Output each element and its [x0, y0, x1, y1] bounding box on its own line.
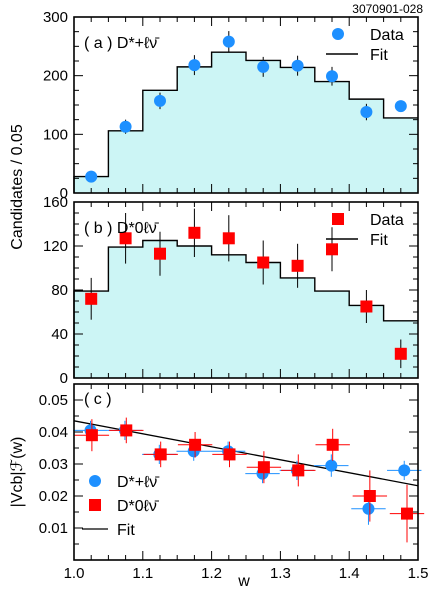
y-tick-label: 100: [43, 126, 68, 143]
data-point: [291, 259, 304, 272]
x-axis-title: w: [237, 573, 250, 590]
data-point: [223, 448, 236, 461]
x-tick-label: 1.2: [201, 565, 222, 582]
legend-data-marker: [332, 28, 344, 40]
shared-ylabel: Candidates / 0.05: [9, 124, 26, 250]
data-point: [257, 461, 270, 474]
legend-label: Fit: [117, 522, 135, 539]
legend-label: D*0ℓν̄: [117, 498, 160, 515]
data-point: [360, 300, 373, 313]
fit-histogram-fill: [74, 52, 418, 194]
x-tick-label: 1.1: [132, 565, 153, 582]
data-point: [120, 424, 133, 437]
data-point: [398, 464, 411, 477]
data-point: [85, 292, 98, 305]
data-point: [400, 507, 413, 520]
data-point: [154, 448, 167, 461]
x-tick-label: 1.3: [270, 565, 291, 582]
panel-label: ( b ) D*0ℓν̄: [84, 220, 160, 237]
data-point: [257, 256, 270, 269]
panel-a: 0 100 200 300 ( a ) D*+ℓν̄ Data Fit: [43, 9, 419, 202]
data-point: [394, 347, 407, 360]
panel-label: ( c ): [84, 391, 112, 408]
y-tick-label: 0: [60, 370, 68, 387]
legend-marker: [89, 499, 101, 511]
legend-fit-label: Fit: [370, 47, 388, 64]
y-axis-title: |Vcb|ℱ(w): [9, 437, 26, 508]
data-point: [188, 59, 201, 72]
x-tick-label: 1.0: [64, 565, 85, 582]
data-point: [362, 502, 375, 515]
data-point: [85, 170, 98, 183]
y-tick-label: 0.03: [39, 456, 68, 473]
panel-b: 0 40 80 120 160 ( b ) D*0ℓν̄ Data Fit: [43, 194, 419, 387]
legend-data-label: Data: [370, 27, 404, 44]
legend-fit-label: Fit: [370, 232, 388, 249]
y-tick-label: 300: [43, 9, 68, 26]
data-point: [154, 247, 166, 260]
legend-label: D*+ℓν̄: [117, 474, 160, 491]
data-point: [326, 438, 339, 451]
y-tick-label: 160: [43, 194, 68, 211]
y-tick-label: 120: [43, 238, 68, 255]
panel-c: 1.0 1.1 1.2 1.3 1.4 1.5 0.01 0.02 0.03 0.04 0.05 ( …: [9, 383, 429, 582]
y-tick-label: 0.05: [39, 392, 68, 409]
data-point: [188, 226, 201, 239]
data-point: [119, 120, 132, 133]
data-point: [326, 243, 338, 256]
figure-id-label: 3070901-028: [352, 2, 423, 16]
data-point: [326, 70, 338, 83]
y-tick-label: 80: [51, 282, 68, 299]
data-point: [85, 429, 98, 442]
y-tick-label: 0: [60, 185, 68, 202]
y-tick-label: 200: [43, 68, 68, 85]
data-point: [394, 100, 407, 113]
data-point: [292, 464, 305, 477]
data-point: [257, 60, 270, 73]
legend-marker: [89, 475, 101, 487]
data-point: [325, 459, 338, 472]
y-tick-label: 0.04: [39, 424, 68, 441]
data-point: [222, 35, 235, 48]
legend-data-marker: [332, 213, 344, 225]
data-point: [360, 106, 373, 119]
legend-data-label: Data: [370, 212, 404, 229]
x-tick-label: 1.5: [408, 565, 429, 582]
y-tick-label: 40: [51, 326, 68, 343]
y-tick-label: 0.01: [39, 520, 68, 537]
data-point: [189, 438, 202, 451]
x-tick-label: 1.4: [339, 565, 360, 582]
y-tick-label: 0.02: [39, 488, 68, 505]
panel-label: ( a ) D*+ℓν̄: [84, 35, 160, 52]
data-point: [291, 59, 304, 72]
data-point: [363, 490, 376, 502]
data-point: [119, 232, 132, 245]
data-point: [222, 232, 235, 245]
fit-histogram-line: [73, 239, 418, 378]
data-point: [154, 94, 166, 107]
fit-histogram-line: [73, 51, 418, 193]
